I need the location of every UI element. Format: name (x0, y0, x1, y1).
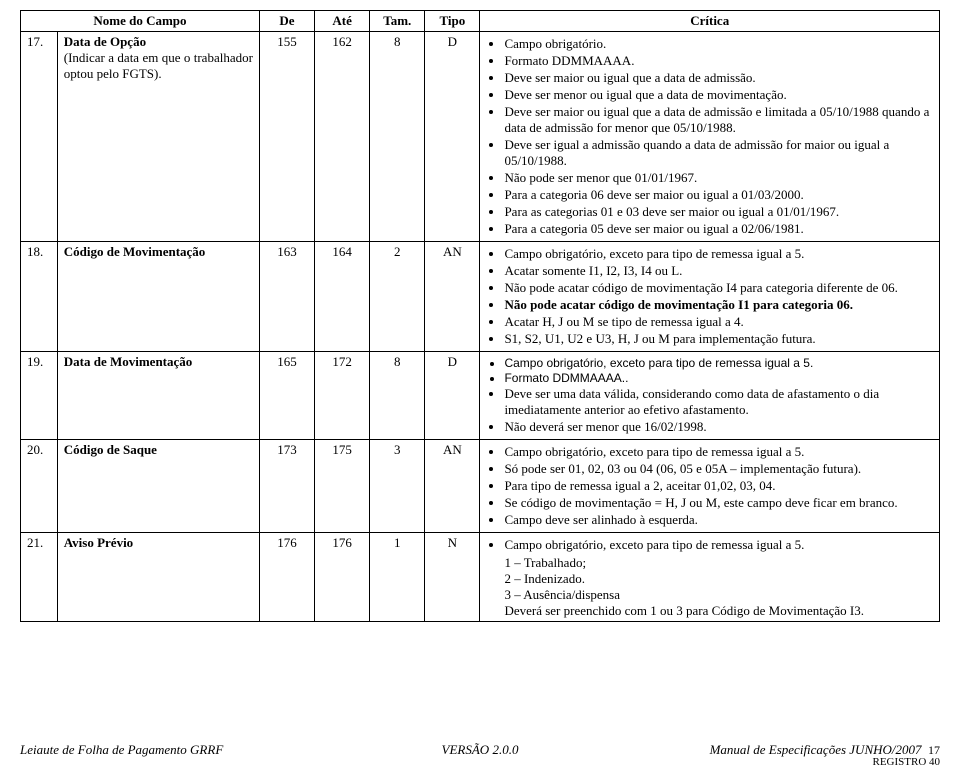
critique-cell: Campo obrigatório, exceto para tipo de r… (480, 533, 940, 622)
critique-item: Campo obrigatório, exceto para tipo de r… (504, 246, 933, 262)
header-from: De (259, 11, 314, 32)
header-type: Tipo (425, 11, 480, 32)
critique-tail: 1 – Trabalhado; (504, 555, 933, 571)
col-to: 164 (315, 242, 370, 352)
col-size: 8 (370, 352, 425, 440)
critique-item: Não pode acatar código de movimentação I… (504, 280, 933, 296)
critique-item: Formato DDMMAAAA. (504, 53, 933, 69)
row-number: 19. (21, 352, 58, 440)
critique-cell: Campo obrigatório, exceto para tipo de r… (480, 352, 940, 440)
critique-item: Só pode ser 01, 02, 03 ou 04 (06, 05 e 0… (504, 461, 933, 477)
row-number: 21. (21, 533, 58, 622)
footer-left: Leiaute de Folha de Pagamento GRRF (20, 742, 327, 768)
row-number: 18. (21, 242, 58, 352)
table-row: 20.Código de Saque1731753AN Campo obrigat… (21, 440, 940, 533)
footer-reg: REGISTRO 40 (633, 756, 940, 768)
col-size: 8 (370, 32, 425, 242)
critique-item: Deve ser uma data válida, considerando c… (504, 386, 933, 418)
critique-item: Acatar H, J ou M se tipo de remessa igua… (504, 314, 933, 330)
critique-item: Campo deve ser alinhado à esquerda. (504, 512, 933, 528)
field-name: Aviso Prévio (57, 533, 259, 622)
critique-tail: 3 – Ausência/dispensa (504, 587, 933, 603)
header-row: Nome do Campo De Até Tam. Tipo Crítica (21, 11, 940, 32)
table-row: 19.Data de Movimentação1651728D Campo obr… (21, 352, 940, 440)
col-type: N (425, 533, 480, 622)
col-type: AN (425, 440, 480, 533)
critique-item: Para tipo de remessa igual a 2, aceitar … (504, 478, 933, 494)
critique-cell: Campo obrigatório, exceto para tipo de r… (480, 440, 940, 533)
col-type: D (425, 352, 480, 440)
critique-item: Para as categorias 01 e 03 deve ser maio… (504, 204, 933, 220)
col-size: 2 (370, 242, 425, 352)
spec-table: Nome do Campo De Até Tam. Tipo Crítica 1… (20, 10, 940, 622)
table-body: 17.Data de Opção(Indicar a data em que o… (21, 32, 940, 622)
critique-item: Não pode acatar código de movimentação I… (504, 297, 933, 313)
critique-item: Deve ser maior ou igual que a data de ad… (504, 70, 933, 86)
footer-mid: VERSÃO 2.0.0 (327, 742, 634, 768)
critique-item: Campo obrigatório, exceto para tipo de r… (504, 356, 933, 370)
col-to: 162 (315, 32, 370, 242)
col-type: D (425, 32, 480, 242)
col-type: AN (425, 242, 480, 352)
table-row: 21.Aviso Prévio1761761NCampo obrigatório… (21, 533, 940, 622)
row-number: 17. (21, 32, 58, 242)
critique-item: Campo obrigatório, exceto para tipo de r… (504, 537, 933, 553)
col-to: 176 (315, 533, 370, 622)
footer: Leiaute de Folha de Pagamento GRRF VERSÃ… (20, 742, 940, 768)
critique-item: Deve ser igual a admissão quando a data … (504, 137, 933, 169)
critique-item: Campo obrigatório. (504, 36, 933, 52)
header-size: Tam. (370, 11, 425, 32)
row-number: 20. (21, 440, 58, 533)
critique-tail: 2 – Indenizado. (504, 571, 933, 587)
field-name: Código de Saque (57, 440, 259, 533)
critique-tail: Deverá ser preenchido com 1 ou 3 para Có… (504, 603, 933, 619)
critique-item: Acatar somente I1, I2, I3, I4 ou L. (504, 263, 933, 279)
footer-right: Manual de Especificações JUNHO/2007 17 R… (633, 742, 940, 768)
col-from: 163 (259, 242, 314, 352)
critique-item: Deve ser menor ou igual que a data de mo… (504, 87, 933, 103)
col-from: 176 (259, 533, 314, 622)
col-size: 3 (370, 440, 425, 533)
critique-cell: Campo obrigatório.Formato DDMMAAAA.Deve … (480, 32, 940, 242)
col-from: 155 (259, 32, 314, 242)
critique-item: Se código de movimentação = H, J ou M, e… (504, 495, 933, 511)
field-name: Data de Movimentação (57, 352, 259, 440)
critique-item: Campo obrigatório, exceto para tipo de r… (504, 444, 933, 460)
header-to: Até (315, 11, 370, 32)
critique-item: Para a categoria 06 deve ser maior ou ig… (504, 187, 933, 203)
critique-item: S1, S2, U1, U2 e U3, H, J ou M para impl… (504, 331, 933, 347)
header-critique: Crítica (480, 11, 940, 32)
field-name: Data de Opção(Indicar a data em que o tr… (57, 32, 259, 242)
col-to: 172 (315, 352, 370, 440)
col-size: 1 (370, 533, 425, 622)
critique-item: Não pode ser menor que 01/01/1967. (504, 170, 933, 186)
critique-item: Para a categoria 05 deve ser maior ou ig… (504, 221, 933, 237)
col-to: 175 (315, 440, 370, 533)
critique-item: Formato DDMMAAAA.. (504, 371, 933, 385)
col-from: 173 (259, 440, 314, 533)
critique-cell: Campo obrigatório, exceto para tipo de r… (480, 242, 940, 352)
field-name: Código de Movimentação (57, 242, 259, 352)
critique-item: Deve ser maior ou igual que a data de ad… (504, 104, 933, 136)
table-row: 18.Código de Movimentação1631642AN Campo … (21, 242, 940, 352)
critique-item: Não deverá ser menor que 16/02/1998. (504, 419, 933, 435)
col-from: 165 (259, 352, 314, 440)
header-field-name: Nome do Campo (21, 11, 260, 32)
table-row: 17.Data de Opção(Indicar a data em que o… (21, 32, 940, 242)
